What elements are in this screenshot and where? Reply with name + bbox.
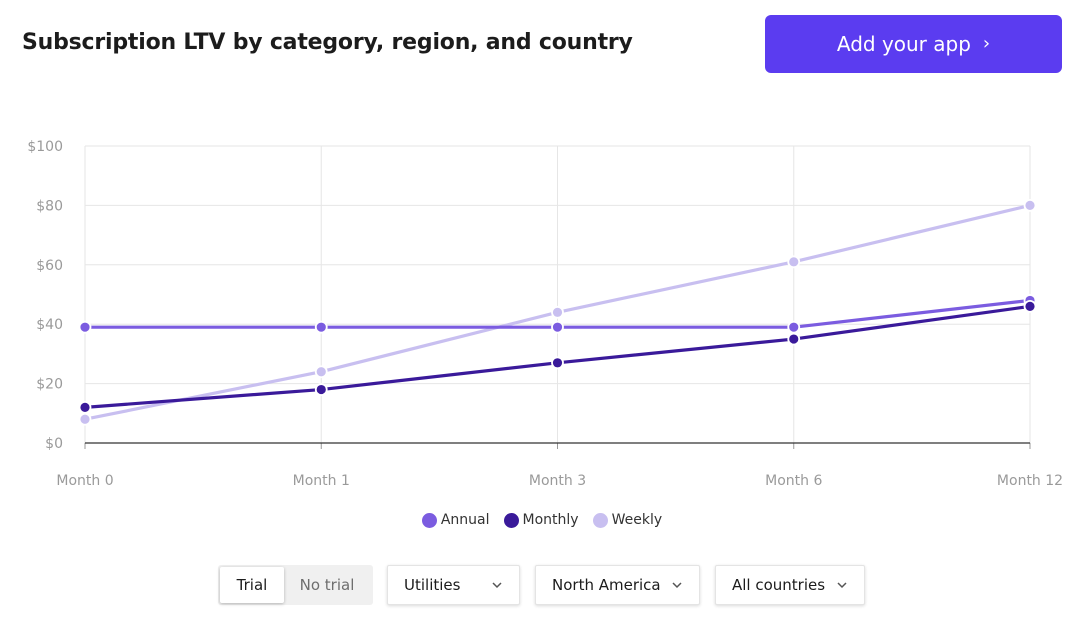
page-title: Subscription LTV by category, region, an… (22, 30, 633, 55)
y-tick-label: $0 (45, 436, 63, 452)
data-point-annual (787, 320, 801, 334)
chart-legend: Annual Monthly Weekly (0, 508, 1080, 532)
data-point-annual (551, 320, 564, 334)
y-tick-label: $80 (36, 198, 63, 214)
legend-swatch (503, 512, 519, 528)
data-point-monthly (78, 400, 92, 414)
legend-label: Monthly (522, 512, 579, 528)
data-point-monthly (314, 383, 328, 396)
data-point-annual (78, 320, 92, 334)
category-select[interactable]: Utilities (387, 565, 520, 605)
legend-item-weekly[interactable]: Weekly (592, 512, 663, 528)
no-trial-toggle[interactable]: No trial (299, 576, 355, 594)
chevron-down-icon (672, 582, 682, 589)
chevron-down-icon (492, 582, 502, 589)
data-point-monthly (551, 356, 564, 370)
legend-item-monthly[interactable]: Monthly (503, 512, 579, 528)
add-your-app-label: Add your app (836, 32, 971, 56)
filter-controls: Trial No trial Utilities North America A… (0, 565, 1080, 605)
data-point-weekly (78, 412, 92, 426)
ltv-line-chart: $0 $20 $40 $60 $80 $100 Month 0 Month 1 Month 3 M… (27, 139, 1063, 489)
country-select[interactable]: All countries (715, 565, 865, 605)
legend-swatch (421, 512, 437, 528)
x-tick-label: Month 1 (293, 473, 350, 489)
chevron-right-icon: › (982, 33, 991, 54)
y-tick-label: $20 (36, 377, 63, 393)
legend-item-annual[interactable]: Annual (421, 512, 490, 528)
country-select-value: All countries (732, 576, 826, 594)
x-tick-label: Month 3 (529, 473, 586, 489)
x-tick-label: Month 0 (56, 473, 113, 489)
region-select[interactable]: North America (535, 565, 700, 605)
data-point-weekly (314, 365, 328, 379)
data-point-monthly (1023, 299, 1037, 313)
category-select-value: Utilities (404, 576, 461, 594)
x-tick-label: Month 6 (765, 473, 822, 489)
header: Subscription LTV by category, region, an… (0, 0, 1080, 90)
data-point-annual (314, 320, 328, 334)
trial-toggle-group: Trial No trial (218, 565, 373, 605)
legend-swatch (592, 512, 608, 528)
y-tick-label: $60 (36, 258, 63, 274)
y-tick-label: $40 (36, 317, 63, 333)
legend-label: Weekly (611, 512, 663, 528)
data-point-weekly (787, 255, 801, 269)
data-point-weekly (551, 305, 564, 319)
data-point-monthly (787, 332, 801, 346)
chevron-down-icon (837, 582, 847, 589)
region-select-value: North America (552, 576, 661, 594)
data-point-weekly (1023, 199, 1037, 212)
x-tick-label: Month 12 (997, 473, 1063, 489)
y-tick-label: $100 (27, 139, 63, 155)
trial-toggle[interactable]: Trial (220, 567, 284, 603)
add-your-app-button[interactable]: Add your app › (765, 15, 1062, 73)
legend-label: Annual (440, 512, 490, 528)
